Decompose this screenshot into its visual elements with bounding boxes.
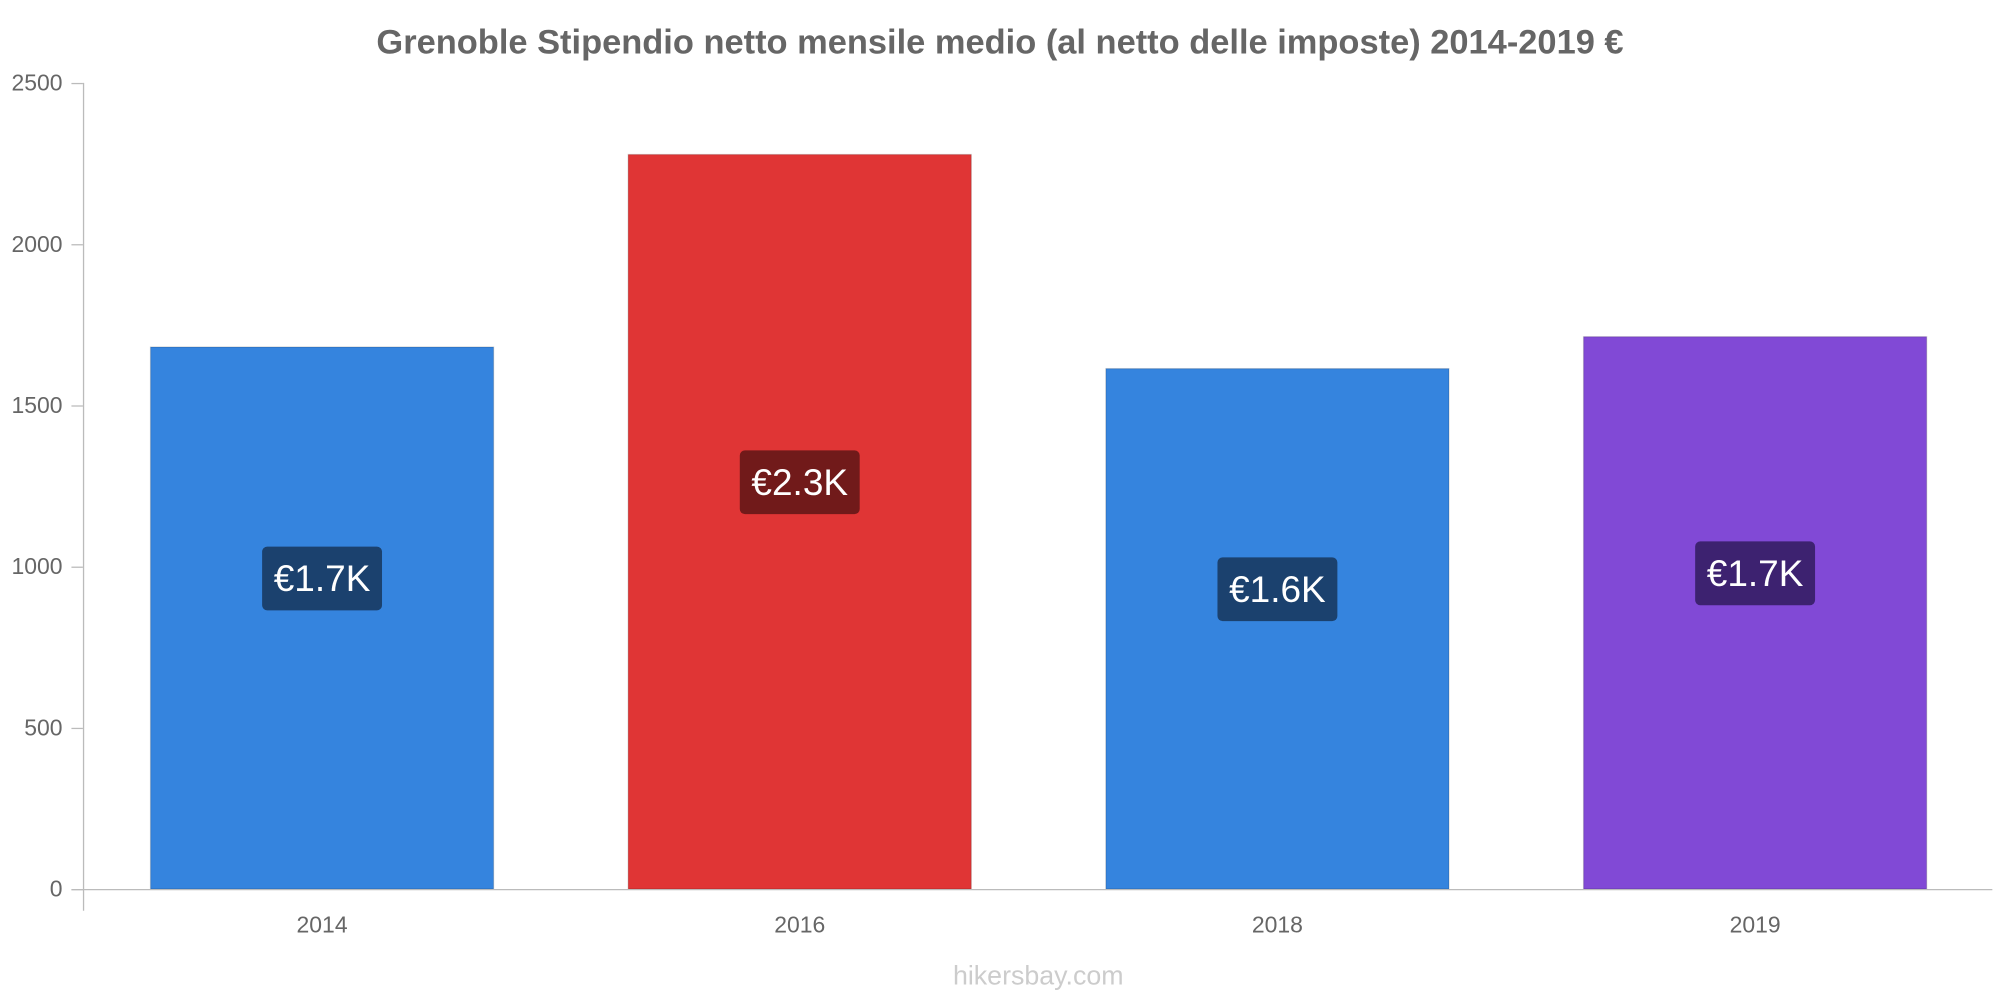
y-tick-label: 0 [50, 876, 63, 902]
y-tick-label: 1500 [11, 392, 62, 418]
y-tick-label: 2000 [11, 231, 62, 257]
data-label-box [739, 450, 860, 515]
watermark: hikersbay.com [953, 961, 1124, 991]
x-tick-label: 2014 [297, 911, 348, 937]
bar-2016 [627, 153, 972, 890]
data-label: €2.3K [751, 462, 848, 503]
x-tick-label: 2016 [774, 911, 825, 937]
bar-2019 [1582, 336, 1928, 890]
data-label-box [262, 546, 383, 611]
data-label: €1.6K [1229, 569, 1326, 610]
bar-2018 [1105, 367, 1450, 890]
y-tick-label: 1000 [11, 553, 62, 579]
chart-title: Grenoble Stipendio netto mensile medio (… [376, 24, 1623, 62]
data-label-box [1695, 541, 1816, 606]
data-label-box [1217, 557, 1338, 622]
x-tick-label: 2019 [1730, 911, 1781, 937]
y-tick-label: 500 [24, 714, 62, 740]
y-tick-label: 2500 [11, 70, 62, 96]
data-label: €1.7K [1707, 553, 1804, 594]
x-tick-label: 2018 [1252, 911, 1303, 937]
bar-2014 [149, 346, 495, 890]
data-label: €1.7K [274, 558, 371, 599]
